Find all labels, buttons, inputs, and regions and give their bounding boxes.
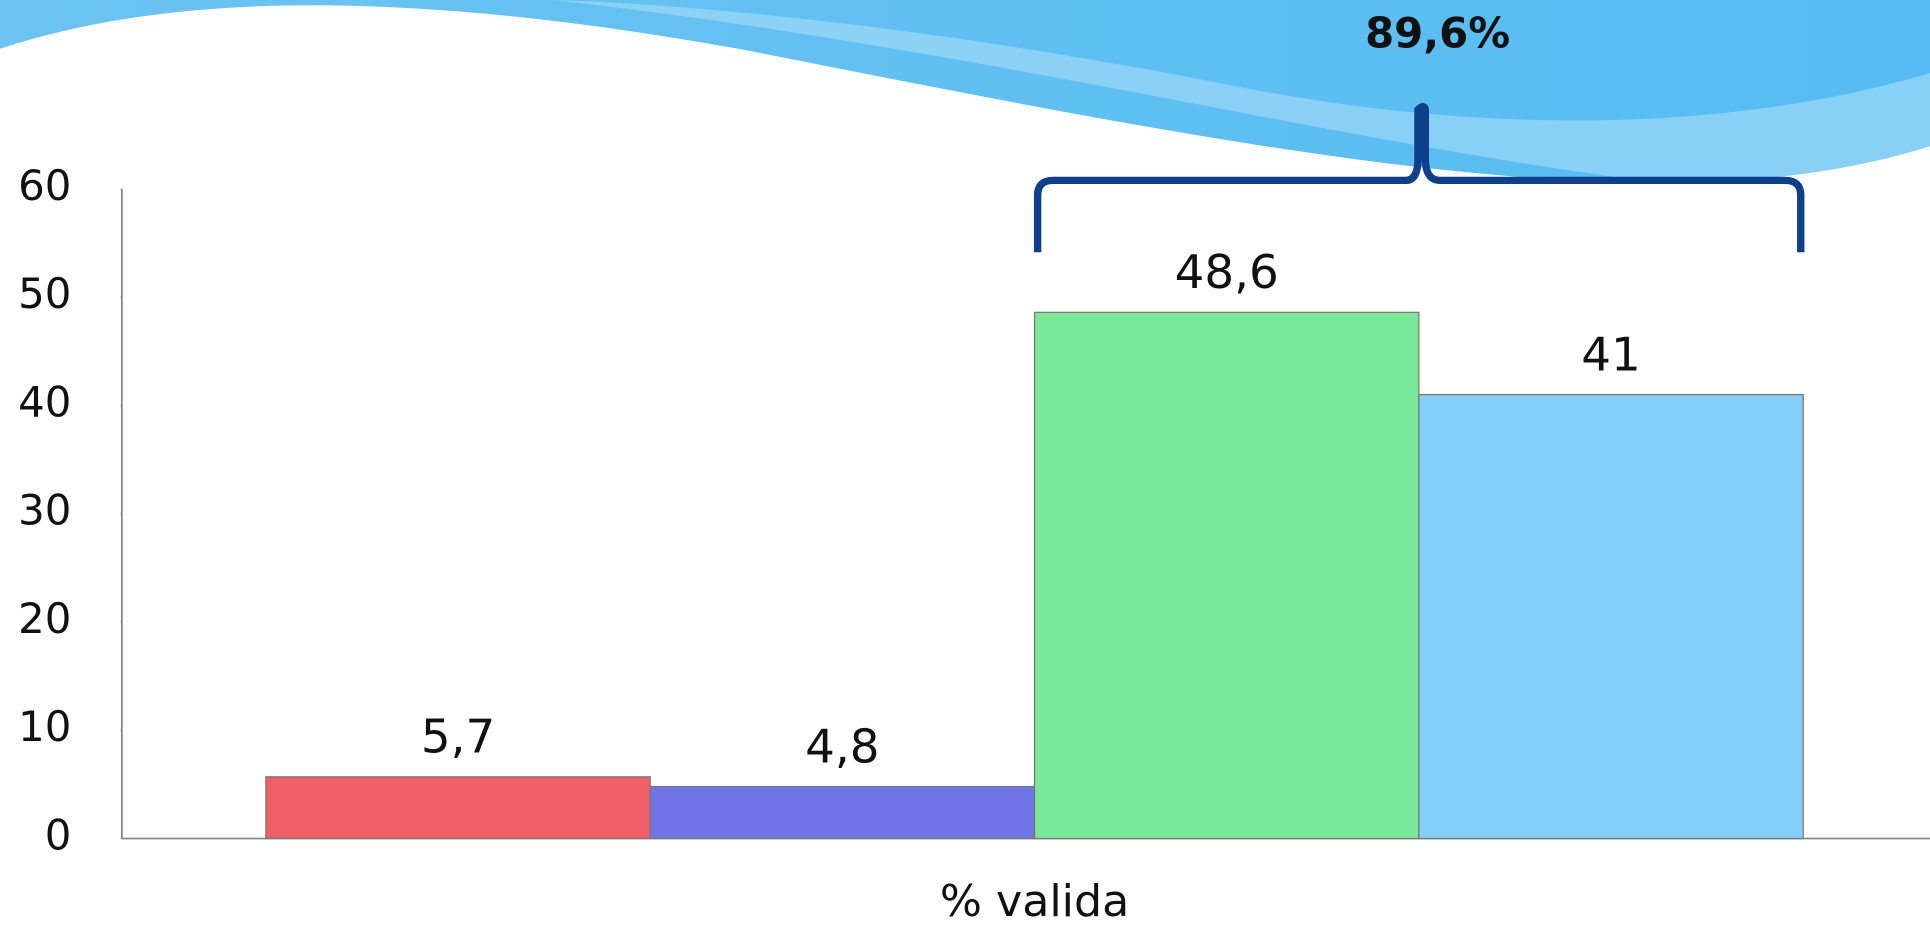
y-tick-label: 20: [18, 594, 71, 643]
annotation: 89,6%: [1365, 9, 1510, 58]
bar: [1033, 311, 1420, 840]
y-tick-label: 40: [18, 378, 71, 427]
bar: [265, 776, 651, 840]
value-label: 5,7: [421, 710, 495, 764]
bar: [649, 785, 1036, 840]
y-tick-label: 10: [18, 702, 71, 751]
y-tick-label: 60: [18, 161, 71, 210]
value-label: 41: [1581, 328, 1641, 382]
x-tick-label: % valida: [940, 876, 1129, 927]
value-label: 4,8: [805, 720, 879, 774]
y-tick-label: 0: [45, 811, 72, 860]
y-tick-label: 50: [18, 269, 71, 318]
bar: [1418, 394, 1804, 840]
background-wave-light: [553, 0, 1930, 183]
y-tick-label: 30: [18, 486, 71, 535]
value-label: 48,6: [1175, 245, 1279, 299]
brace: [1033, 103, 1805, 253]
